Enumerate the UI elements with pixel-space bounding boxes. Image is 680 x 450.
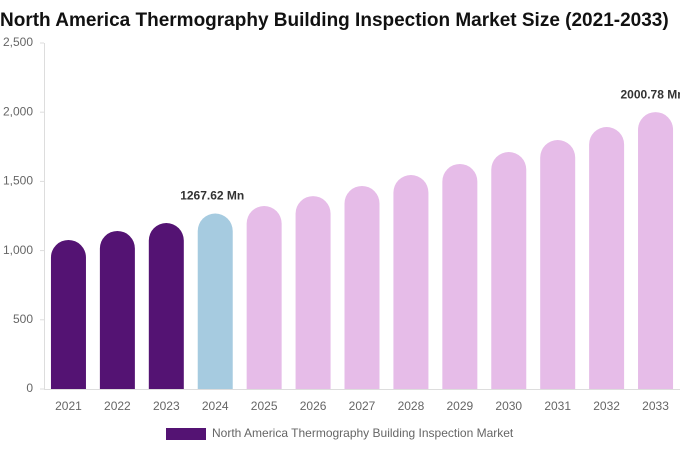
bar — [50, 239, 86, 389]
legend-swatch — [166, 428, 206, 440]
x-tick-label: 2023 — [153, 399, 180, 413]
y-tick-label: 1,500 — [3, 174, 33, 188]
bar — [491, 152, 527, 389]
y-tick-label: 2,500 — [3, 35, 33, 49]
bar — [148, 223, 184, 389]
bar — [344, 185, 380, 389]
y-tick-label: 2,000 — [3, 104, 33, 118]
bar — [589, 127, 625, 390]
bar — [442, 163, 478, 389]
x-tick-label: 2028 — [398, 399, 425, 413]
x-tick-label: 2022 — [104, 399, 131, 413]
x-tick-label: 2033 — [642, 399, 669, 413]
bar — [197, 213, 233, 389]
bar — [540, 140, 576, 389]
x-tick-label: 2032 — [593, 399, 620, 413]
x-tick-label: 2021 — [55, 399, 82, 413]
bar — [99, 230, 135, 389]
data-label: 1267.62 Mn — [180, 189, 244, 203]
y-tick-label: 500 — [13, 312, 33, 326]
x-tick-label: 2024 — [202, 399, 229, 413]
x-tick-label: 2030 — [495, 399, 522, 413]
x-tick-label: 2031 — [544, 399, 571, 413]
x-tick-label: 2027 — [349, 399, 376, 413]
bar — [295, 196, 331, 389]
x-tick-label: 2026 — [300, 399, 327, 413]
x-tick-label: 2025 — [251, 399, 278, 413]
y-tick-label: 1,000 — [3, 243, 33, 257]
legend-label: North America Thermography Building Insp… — [212, 426, 514, 440]
y-tick-label: 0 — [26, 381, 33, 395]
bar — [393, 175, 429, 389]
bar — [638, 112, 674, 389]
chart-title: North America Thermography Building Insp… — [0, 10, 669, 31]
data-label: 2000.78 Mn — [621, 87, 680, 101]
x-tick-label: 2029 — [446, 399, 473, 413]
bar — [246, 206, 282, 389]
